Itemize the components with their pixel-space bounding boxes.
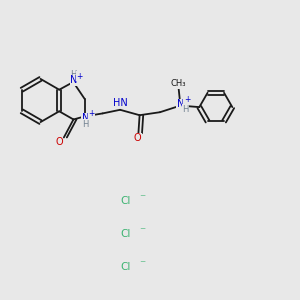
Text: N: N: [177, 99, 184, 109]
Text: Cl: Cl: [121, 229, 131, 239]
Text: ⁻: ⁻: [139, 259, 145, 272]
Text: ⁻: ⁻: [139, 226, 145, 239]
Text: HN: HN: [113, 98, 128, 108]
Text: O: O: [55, 137, 63, 147]
Text: N: N: [70, 75, 77, 85]
Text: ⁻: ⁻: [139, 193, 145, 206]
Text: Cl: Cl: [121, 196, 131, 206]
Text: Cl: Cl: [121, 262, 131, 272]
Text: H: H: [82, 120, 88, 129]
Text: +: +: [88, 110, 94, 118]
Text: N: N: [82, 113, 89, 123]
Text: H: H: [183, 105, 189, 114]
Text: O: O: [134, 133, 142, 143]
Text: CH₃: CH₃: [171, 80, 186, 88]
Text: H: H: [70, 70, 76, 79]
Text: +: +: [76, 71, 83, 80]
Text: +: +: [184, 95, 190, 104]
